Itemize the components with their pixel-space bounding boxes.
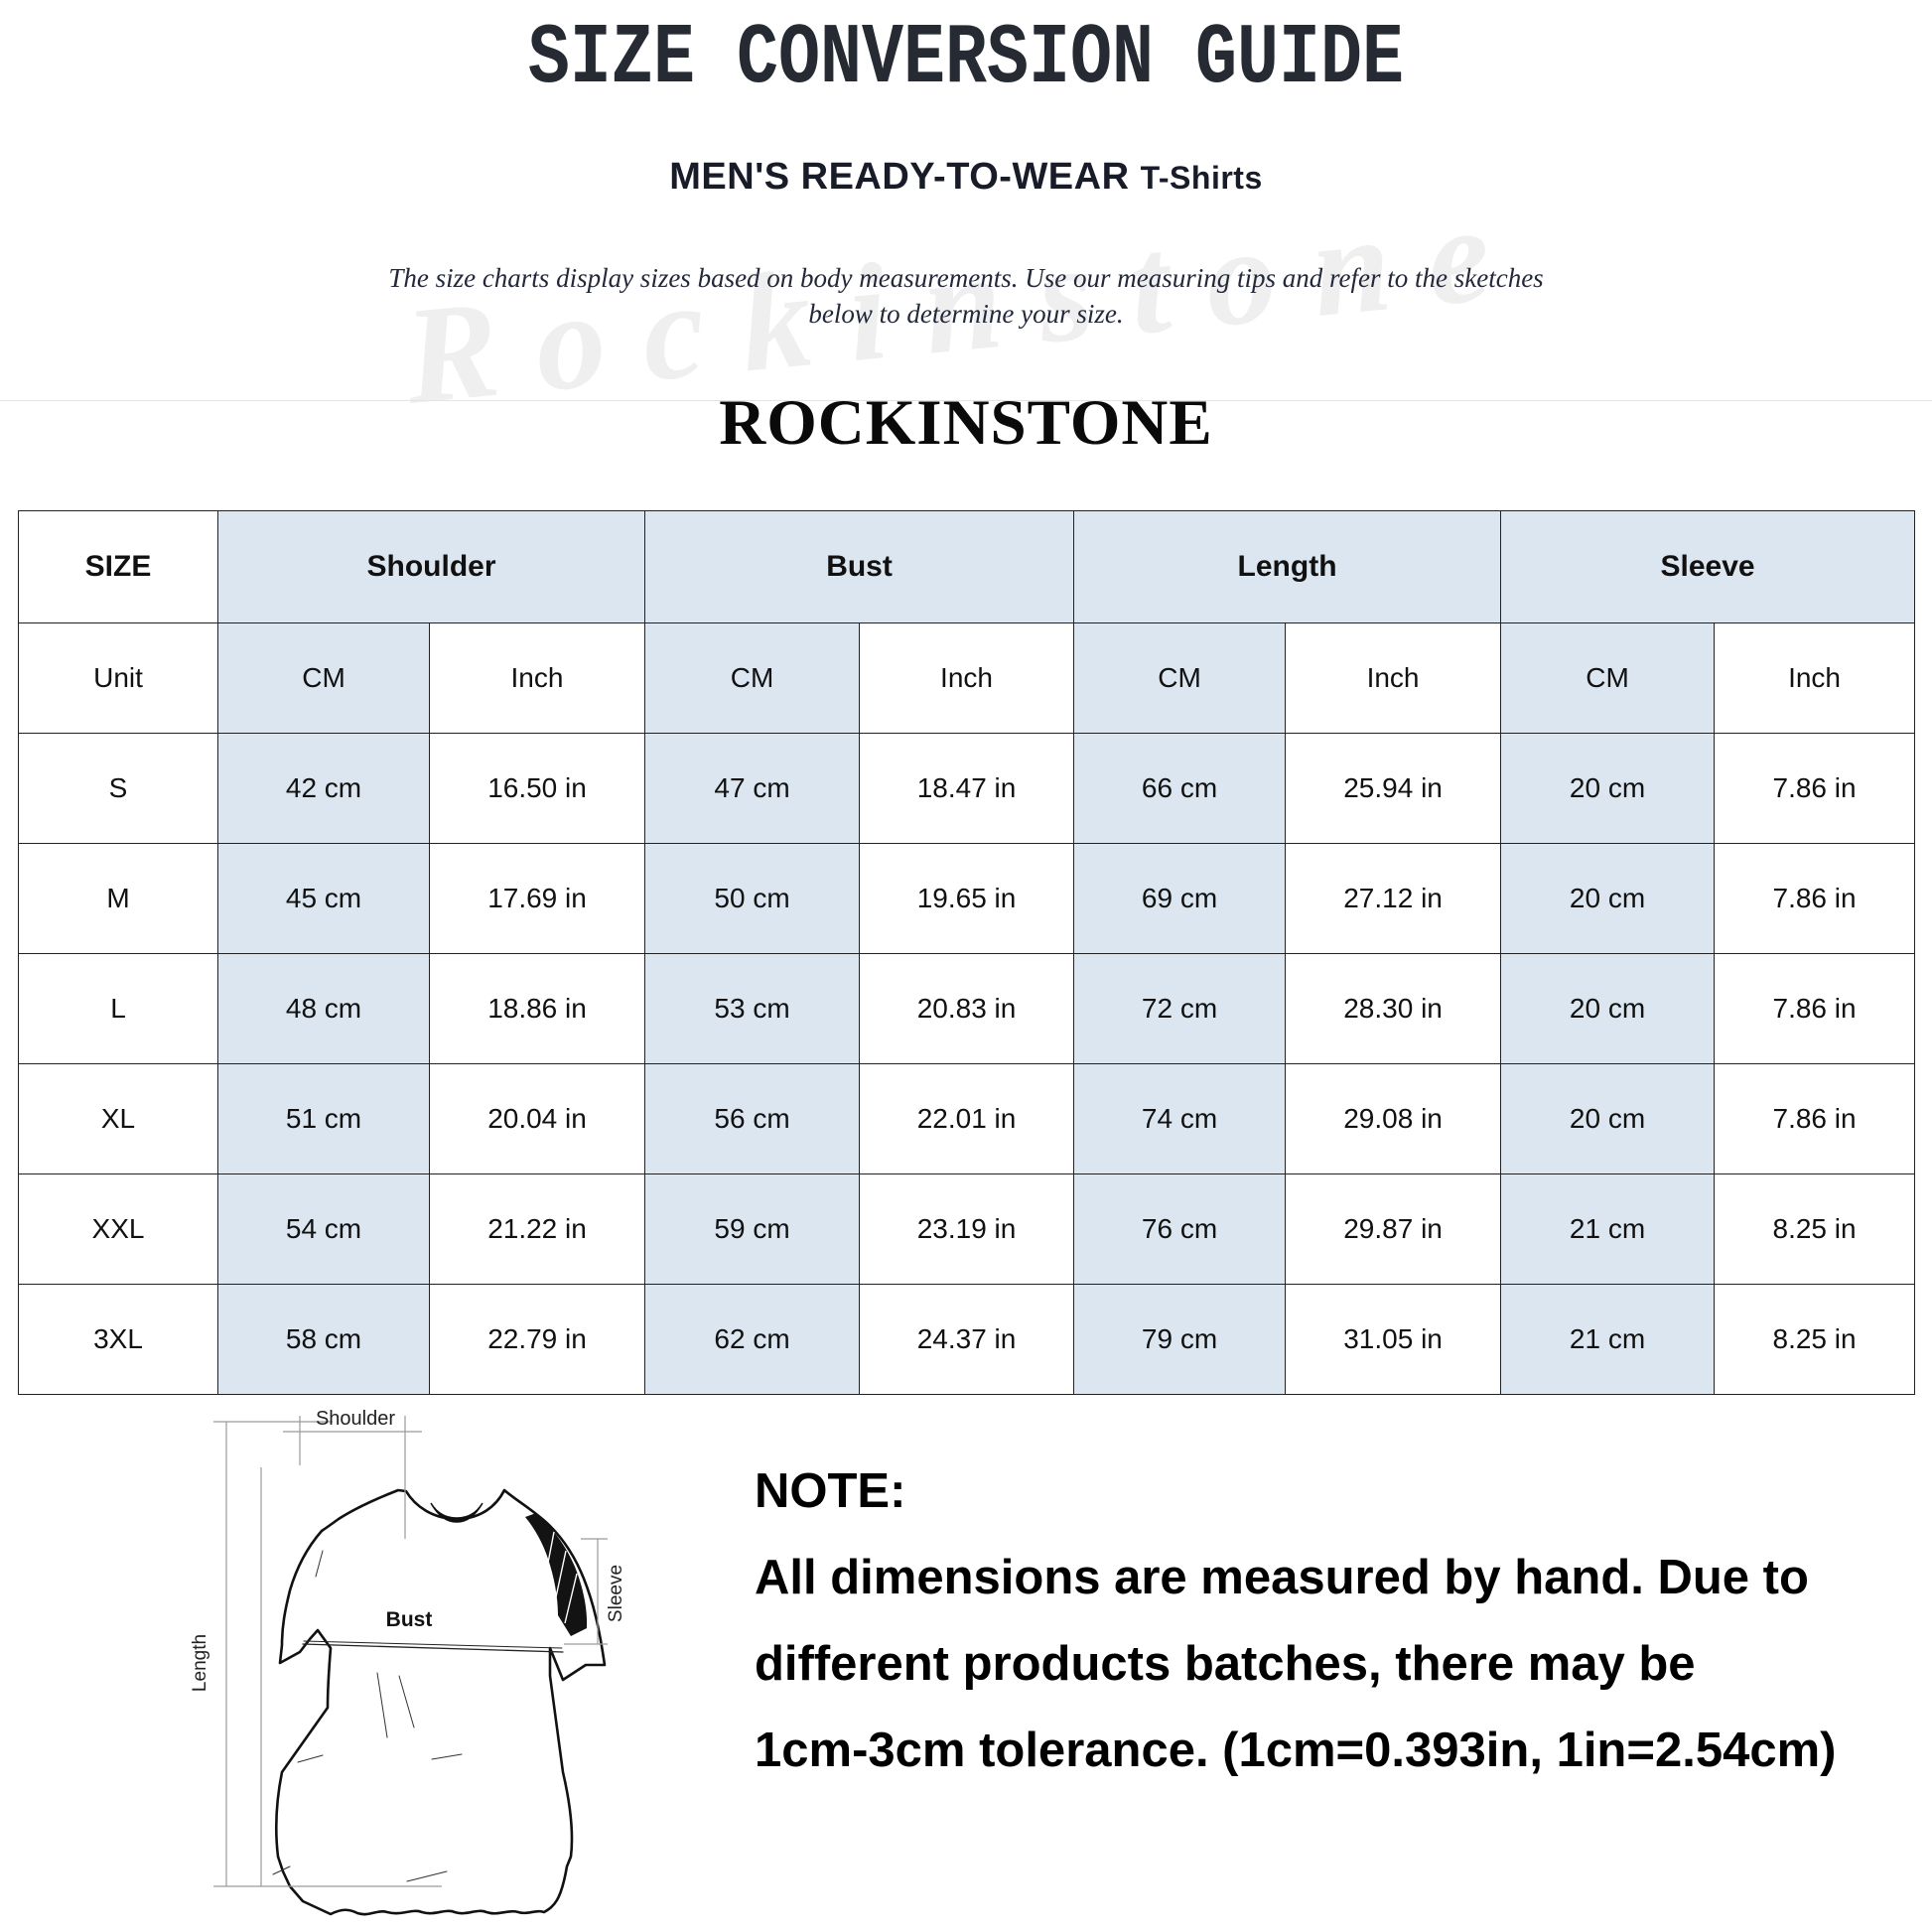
svg-text:Sleeve: Sleeve [606,1565,626,1622]
svg-text:Length: Length [190,1634,210,1692]
svg-text:Shoulder: Shoulder [316,1410,395,1430]
svg-text:Bust: Bust [386,1608,433,1631]
